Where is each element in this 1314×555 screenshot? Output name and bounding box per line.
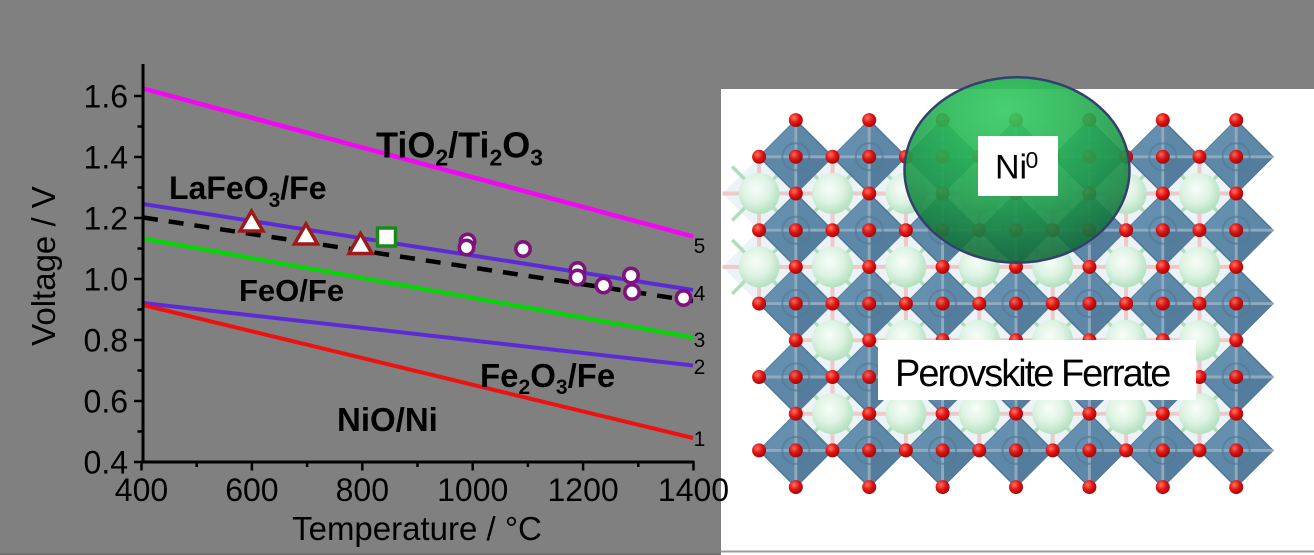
svg-text:4: 4: [694, 283, 706, 306]
svg-text:0.8: 0.8: [84, 323, 128, 359]
svg-text:0.4: 0.4: [84, 445, 128, 481]
svg-text:0.6: 0.6: [84, 384, 128, 420]
svg-text:1400: 1400: [658, 472, 729, 508]
svg-text:Ni: Ni: [995, 149, 1027, 187]
svg-text:600: 600: [225, 472, 278, 508]
svg-text:Temperature / °C: Temperature / °C: [292, 510, 542, 547]
svg-text:2: 2: [694, 356, 706, 379]
svg-text:LaFeO3/Fe: LaFeO3/Fe: [169, 170, 327, 212]
svg-text:FeO/Fe: FeO/Fe: [239, 273, 344, 308]
svg-text:TiO2/Ti2O3: TiO2/Ti2O3: [376, 125, 543, 171]
svg-text:1000: 1000: [437, 472, 508, 508]
svg-text:0: 0: [1026, 147, 1039, 173]
svg-text:400: 400: [115, 472, 168, 508]
svg-text:1200: 1200: [548, 472, 619, 508]
svg-text:1.6: 1.6: [84, 79, 128, 115]
svg-text:Voltage / V: Voltage / V: [25, 186, 62, 346]
svg-text:Fe2O3/Fe: Fe2O3/Fe: [480, 357, 615, 399]
svg-text:1.4: 1.4: [84, 140, 128, 176]
svg-text:1: 1: [694, 428, 706, 451]
svg-text:Perovskite Ferrate: Perovskite Ferrate: [895, 353, 1170, 395]
svg-text:1.0: 1.0: [84, 262, 128, 298]
svg-text:800: 800: [336, 472, 389, 508]
svg-text:NiO/Ni: NiO/Ni: [337, 401, 438, 438]
svg-text:5: 5: [694, 235, 706, 258]
svg-text:1.2: 1.2: [84, 201, 128, 237]
svg-text:3: 3: [694, 329, 706, 352]
